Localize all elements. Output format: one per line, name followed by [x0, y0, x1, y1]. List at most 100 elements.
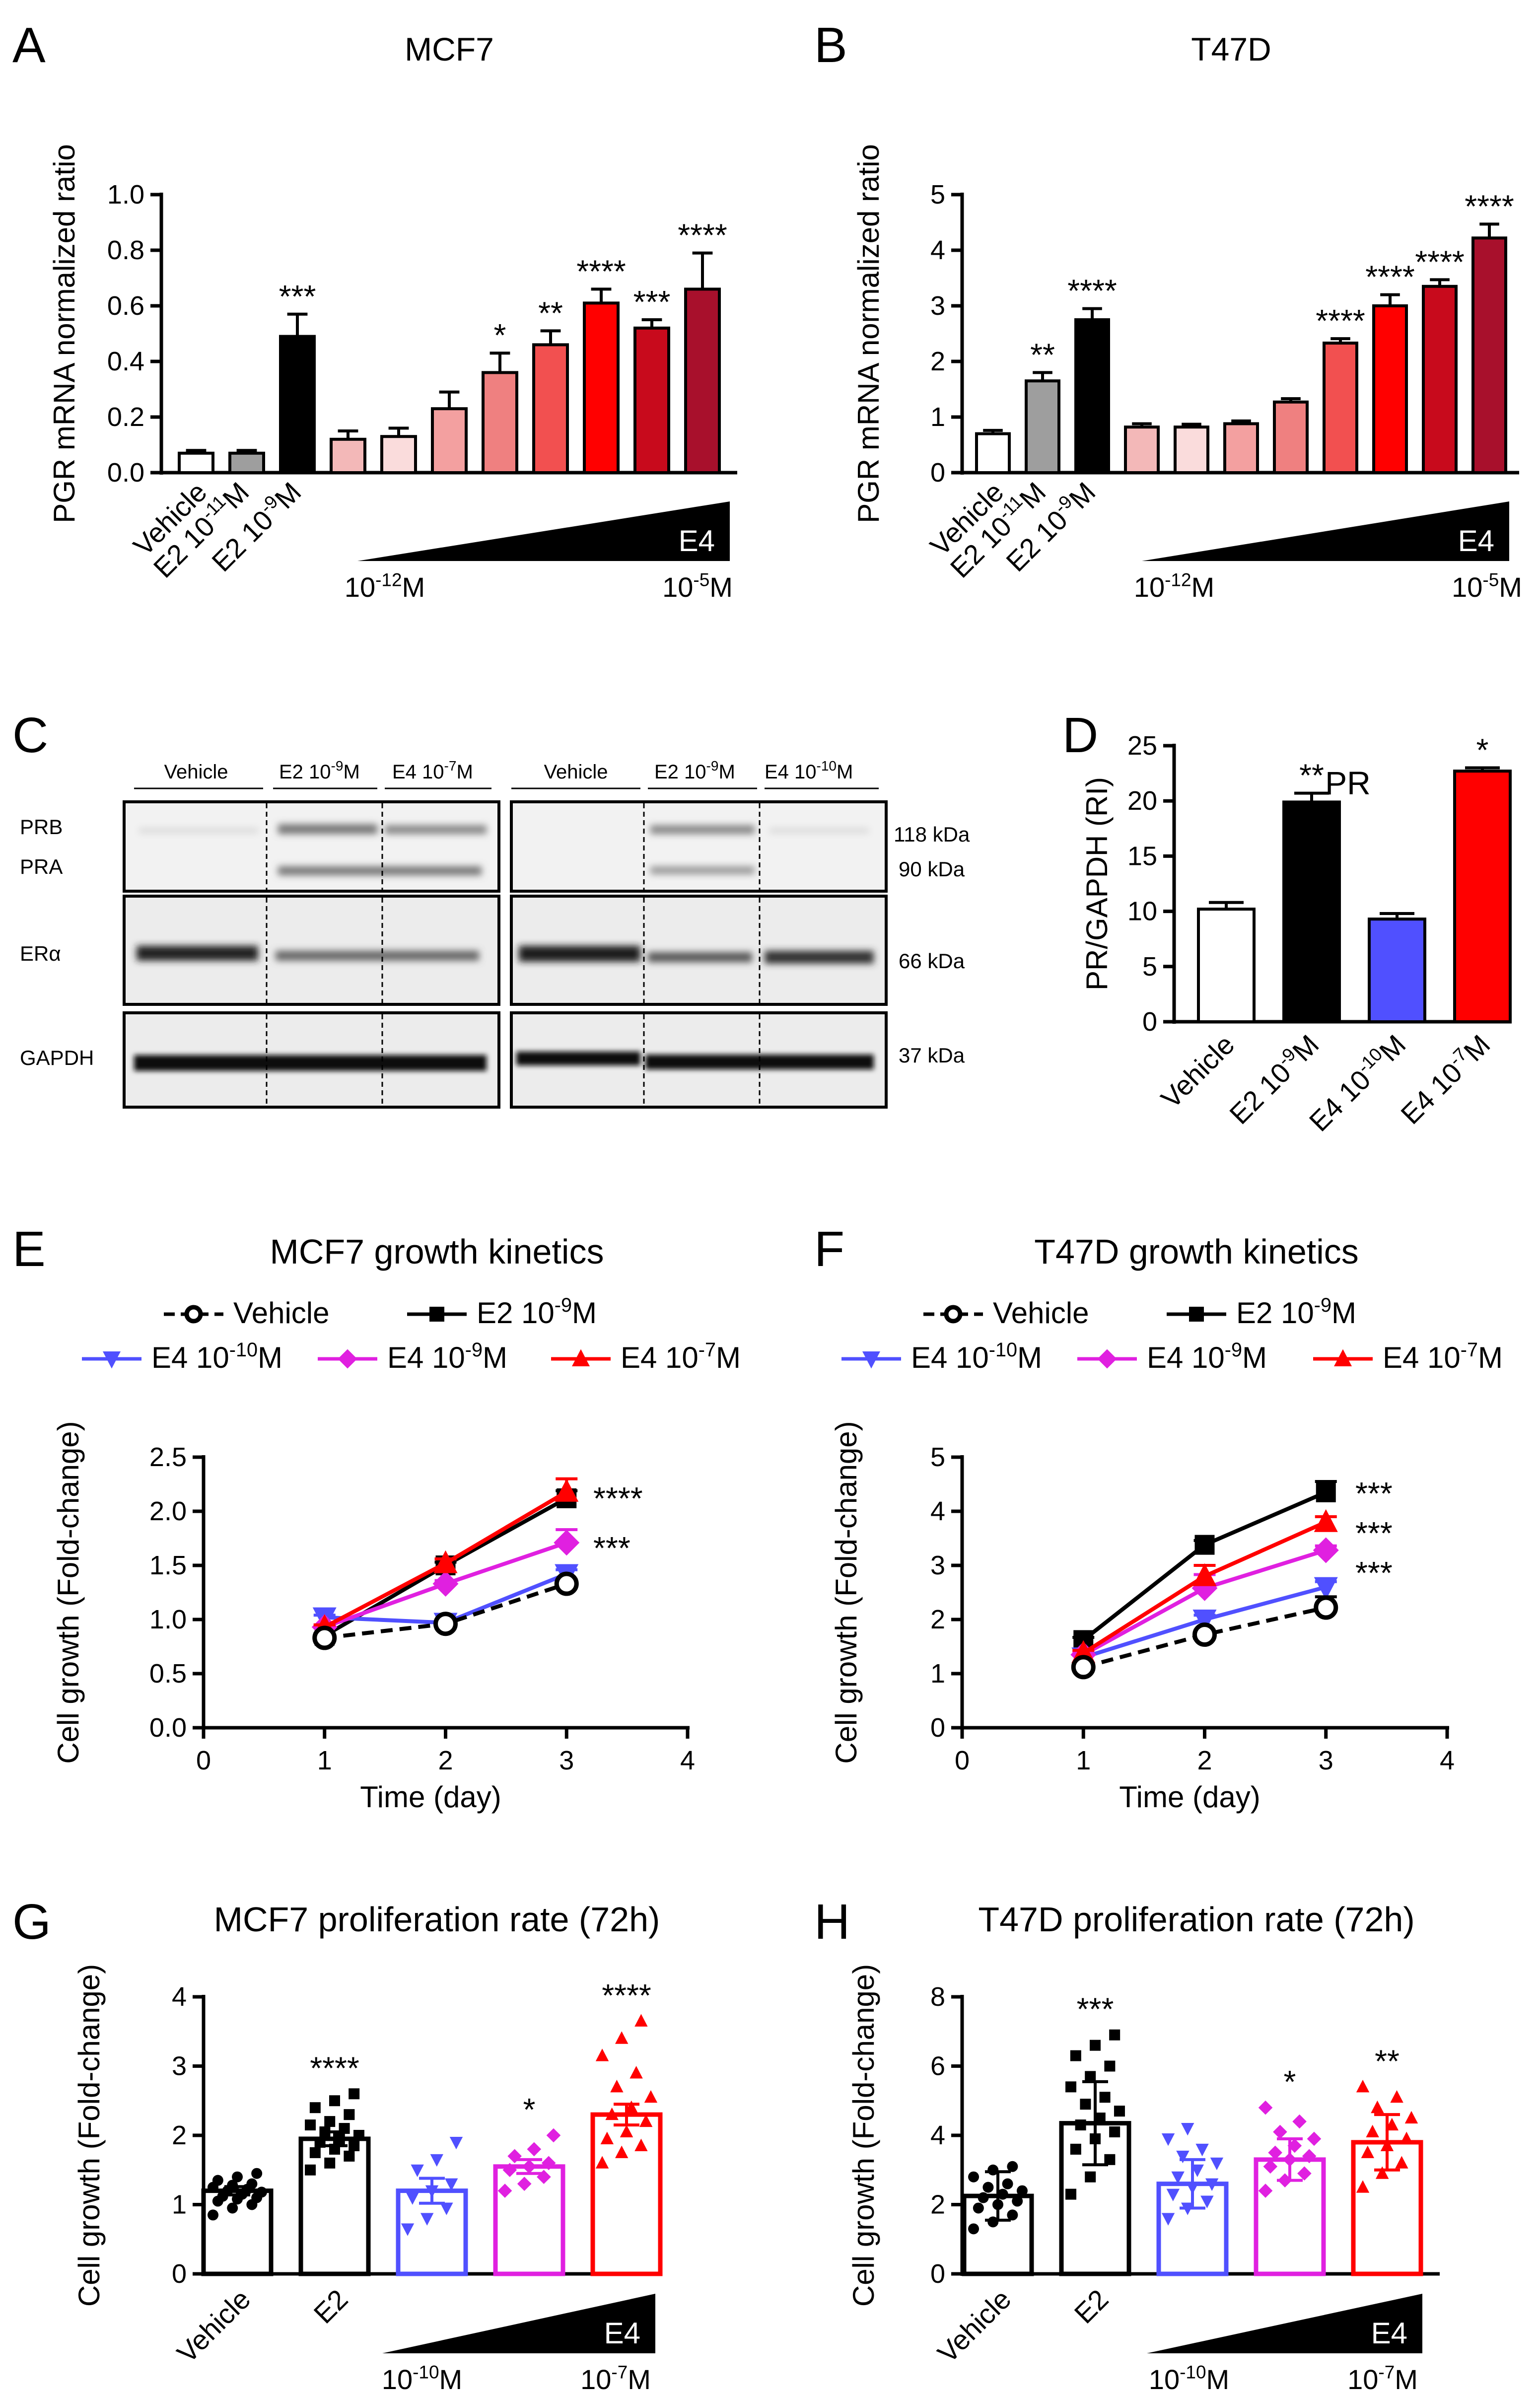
legend-marker: [184, 1305, 203, 1324]
data-point: [212, 2175, 223, 2186]
legend-marker: [572, 1349, 590, 1366]
y-tick-label: 5: [930, 180, 945, 210]
bar: [1282, 800, 1341, 1023]
data-point: [1356, 2080, 1370, 2093]
data-point: [634, 2138, 648, 2151]
chart-title: MCF7: [405, 31, 494, 68]
e4-gradient-label: E4: [1371, 2317, 1407, 2350]
bar: [1471, 236, 1507, 474]
data-point: [1002, 2178, 1013, 2189]
range-label-low: 10-10M: [382, 2362, 462, 2395]
bar: [1124, 425, 1160, 474]
x-tick-label: 4: [680, 1746, 695, 1775]
blot-pr-right: [510, 800, 888, 893]
range-label-high: 10-5M: [662, 570, 733, 603]
x-label-e2: E2: [308, 2283, 354, 2329]
bar: [633, 326, 670, 474]
y-tick-label: 1: [172, 2190, 187, 2220]
blot-group-vehicle-left: Vehicle: [164, 761, 228, 783]
data-point: [309, 2147, 321, 2158]
significance-label: **: [1299, 758, 1324, 793]
data-point: [978, 2192, 989, 2203]
y-tick-label: 0.6: [107, 291, 144, 321]
data-point: [541, 2156, 556, 2171]
bar: [330, 437, 366, 474]
legend-item: E2 10-9M: [1167, 1294, 1356, 1330]
data-point: [1268, 2145, 1282, 2160]
data-point: [1192, 1610, 1217, 1632]
data-point: [1385, 2117, 1399, 2131]
significance-label: *: [494, 317, 506, 353]
data-point: [344, 2150, 355, 2162]
blot-kda-90: 90 kDa: [899, 857, 965, 881]
significance-label: ****: [678, 217, 727, 253]
y-tick-label: 3: [172, 2051, 187, 2081]
data-point: [1395, 2156, 1408, 2169]
data-point: [1171, 2171, 1185, 2184]
data-point: [1195, 2143, 1209, 2157]
significance-label: ****: [1365, 259, 1415, 295]
significance-label: ****: [1067, 273, 1117, 309]
blot-group-vehicle-right: Vehicle: [544, 761, 608, 783]
y-tick-label: 1.5: [149, 1550, 187, 1580]
data-point: [1404, 2111, 1418, 2124]
legend-marker: [1097, 1349, 1117, 1369]
significance-label: ***: [1355, 1476, 1393, 1511]
legend-label: Vehicle: [233, 1296, 329, 1330]
data-point: [968, 2223, 980, 2235]
y-tick-label: 1.0: [149, 1605, 187, 1634]
chart-title: T47D growth kinetics: [1034, 1232, 1359, 1271]
legend-marker: [862, 1351, 880, 1369]
bar: [583, 301, 620, 475]
x-label-vehicle: Vehicle: [931, 2283, 1017, 2369]
data-point: [1104, 2060, 1116, 2072]
data-point: [1161, 2213, 1175, 2226]
y-tick-label: 15: [1127, 841, 1157, 871]
data-point: [1065, 2188, 1077, 2200]
y-tick-label: 0.0: [107, 458, 144, 488]
series-e4-10-7m: [1071, 1509, 1338, 1663]
data-point: [444, 2178, 458, 2191]
data-point: [1263, 2159, 1278, 2174]
x-tick-label: 3: [559, 1746, 574, 1775]
range-label-low: 10-10M: [1149, 2362, 1229, 2395]
y-tick-label: 0.8: [107, 235, 144, 265]
bar: [532, 343, 569, 475]
legend-label: E2 10-9M: [1236, 1294, 1356, 1330]
x-tick-label: 0: [196, 1746, 211, 1775]
y-tick-label: 2: [930, 2190, 945, 2220]
data-point: [610, 2080, 624, 2093]
significance-label: **: [1030, 337, 1055, 372]
data-point: [1065, 2081, 1077, 2093]
legend-item: E4 10-7M: [551, 1339, 741, 1374]
legend-marker: [1189, 1307, 1204, 1322]
y-tick-label: 2.5: [149, 1442, 187, 1472]
data-point: [227, 2202, 238, 2214]
chart-title: PR: [1325, 765, 1371, 801]
data-point: [1099, 2092, 1111, 2103]
data-point: [1307, 2131, 1322, 2146]
bar: [380, 435, 417, 475]
legend-label: E4 10-9M: [387, 1339, 507, 1374]
data-point: [449, 2136, 463, 2150]
x-axis-label: Time (day): [360, 1780, 501, 1814]
e4-gradient-label: E4: [1458, 524, 1494, 558]
y-tick-label: 20: [1127, 786, 1157, 816]
y-tick-label: 0: [930, 2259, 945, 2289]
data-point: [430, 2154, 443, 2167]
y-axis-label: Cell growth (Fold-change): [830, 1421, 863, 1763]
y-tick-label: 2: [172, 2120, 187, 2150]
x-tick-label: 4: [1440, 1746, 1455, 1775]
data-point: [1314, 1509, 1338, 1532]
data-point: [982, 2182, 994, 2193]
chart-h-t47d-proliferation: T47D proliferation rate (72h) 0 2 4 6 8 Cell g…: [847, 1900, 1440, 2395]
data-point: [1371, 2100, 1384, 2114]
range-label-low: 10-12M: [1134, 570, 1214, 603]
range-label-low: 10-12M: [345, 570, 425, 603]
data-point: [309, 2102, 321, 2114]
data-point: [232, 2171, 243, 2183]
chart-a-mcf7-pgr: MCF7 0.0 0.2 0.4 0.6 0.8 1.0 PGR mRNA normalize…: [48, 31, 737, 603]
e4-gradient-label: E4: [679, 524, 715, 558]
